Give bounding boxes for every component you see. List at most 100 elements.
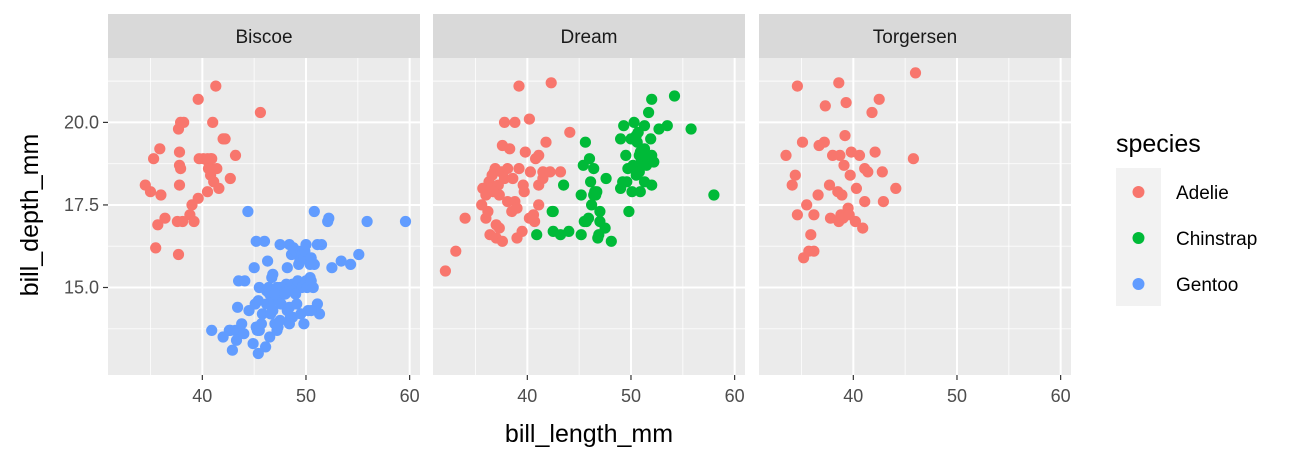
data-point-adelie [439,265,451,277]
data-point-chinstrap [547,205,559,218]
data-point-adelie [789,169,801,181]
data-point-adelie [859,196,871,208]
data-point-chinstrap [600,172,612,185]
facet-strip-biscoe [108,14,420,58]
data-point-chinstrap [685,123,697,135]
data-point-chinstrap [646,179,658,191]
data-point-adelie [219,133,231,145]
data-point-chinstrap [668,90,681,102]
data-point-gentoo [300,239,312,251]
data-point-adelie [213,182,225,194]
data-point-adelie [159,212,171,224]
data-point-adelie [507,172,519,185]
data-point-gentoo [274,239,286,251]
legend-key-gentoo [1132,278,1145,290]
data-point-adelie [836,189,848,201]
data-point-adelie [844,169,856,181]
data-point-gentoo [230,334,243,346]
data-point-adelie [192,93,204,105]
data-point-chinstrap [575,229,587,241]
data-point-gentoo [345,258,357,270]
data-point-adelie [173,146,186,158]
data-point-adelie [786,179,798,191]
panel-background [759,58,1071,375]
data-point-gentoo [308,205,320,218]
data-point-gentoo [248,262,260,274]
data-point-adelie [866,106,878,119]
x-axis-title: bill_length_mm [505,420,673,448]
data-point-gentoo [232,301,244,313]
data-point-chinstrap [585,176,597,188]
data-point-gentoo [295,308,307,320]
legend: species Adelie Chinstrap Gentoo [1116,130,1257,306]
data-point-adelie [519,146,531,158]
data-point-gentoo [267,268,279,280]
data-point-adelie [833,77,845,89]
data-point-gentoo [258,235,271,247]
data-point-chinstrap [633,166,645,178]
data-point-gentoo [323,212,335,224]
data-point-gentoo [236,318,248,330]
data-point-adelie [498,172,511,185]
data-point-adelie [850,182,863,194]
data-point-gentoo [206,324,218,336]
x-tick-label: 40 [843,386,863,406]
x-tick-label: 40 [192,386,212,406]
facet-panel-biscoe: Biscoe [108,14,420,375]
data-point-adelie [808,209,820,221]
data-point-adelie [545,77,557,89]
series-adelie [780,67,922,264]
data-point-gentoo [255,318,267,330]
data-point-chinstrap [645,133,657,145]
data-point-chinstrap [594,205,606,218]
x-tick-label: 60 [1051,386,1071,406]
data-point-chinstrap [661,120,673,132]
data-point-chinstrap [575,189,587,201]
data-point-adelie [907,153,920,165]
data-point-gentoo [267,305,279,317]
data-point-adelie [873,93,885,105]
data-point-adelie [849,215,862,228]
data-point-adelie [890,182,902,194]
data-point-adelie [876,166,888,178]
data-point-adelie [459,212,471,224]
data-point-gentoo [361,215,373,228]
data-point-gentoo [281,262,293,274]
facet-strip-torgersen [759,14,1071,58]
data-point-gentoo [262,255,274,267]
data-point-adelie [540,136,552,148]
data-point-adelie [496,235,508,247]
x-tick-label: 40 [517,386,537,406]
data-point-gentoo [399,215,412,228]
data-point-gentoo [326,262,338,274]
data-point-adelie [175,116,187,128]
data-point-adelie [518,186,530,198]
data-point-adelie [511,232,523,244]
data-point-gentoo [239,275,251,287]
data-point-chinstrap [582,212,595,224]
series-gentoo [206,205,412,360]
data-point-gentoo [353,248,365,261]
data-point-adelie [201,186,214,198]
data-point-adelie [487,186,499,198]
data-point-adelie [152,219,164,231]
data-point-adelie [791,209,804,221]
y-tick-label: 15.0 [64,277,99,297]
legend-key-adelie [1132,186,1145,198]
facet-strip-label: Torgersen [873,27,958,48]
data-point-adelie [509,116,521,128]
data-point-gentoo [269,288,281,300]
y-tick-label: 17.5 [64,195,99,215]
data-point-adelie [838,159,850,171]
data-point-chinstrap [531,229,543,241]
data-point-chinstrap [618,120,630,132]
x-tick-label: 50 [296,386,316,406]
data-point-gentoo [335,255,347,267]
data-point-chinstrap [579,136,592,148]
data-point-adelie [211,163,223,175]
y-axis: 15.0 17.5 20.0 [64,112,108,297]
data-point-adelie [524,166,537,178]
data-point-chinstrap [623,205,635,218]
data-point-gentoo [283,318,295,330]
data-point-chinstrap [594,215,606,228]
